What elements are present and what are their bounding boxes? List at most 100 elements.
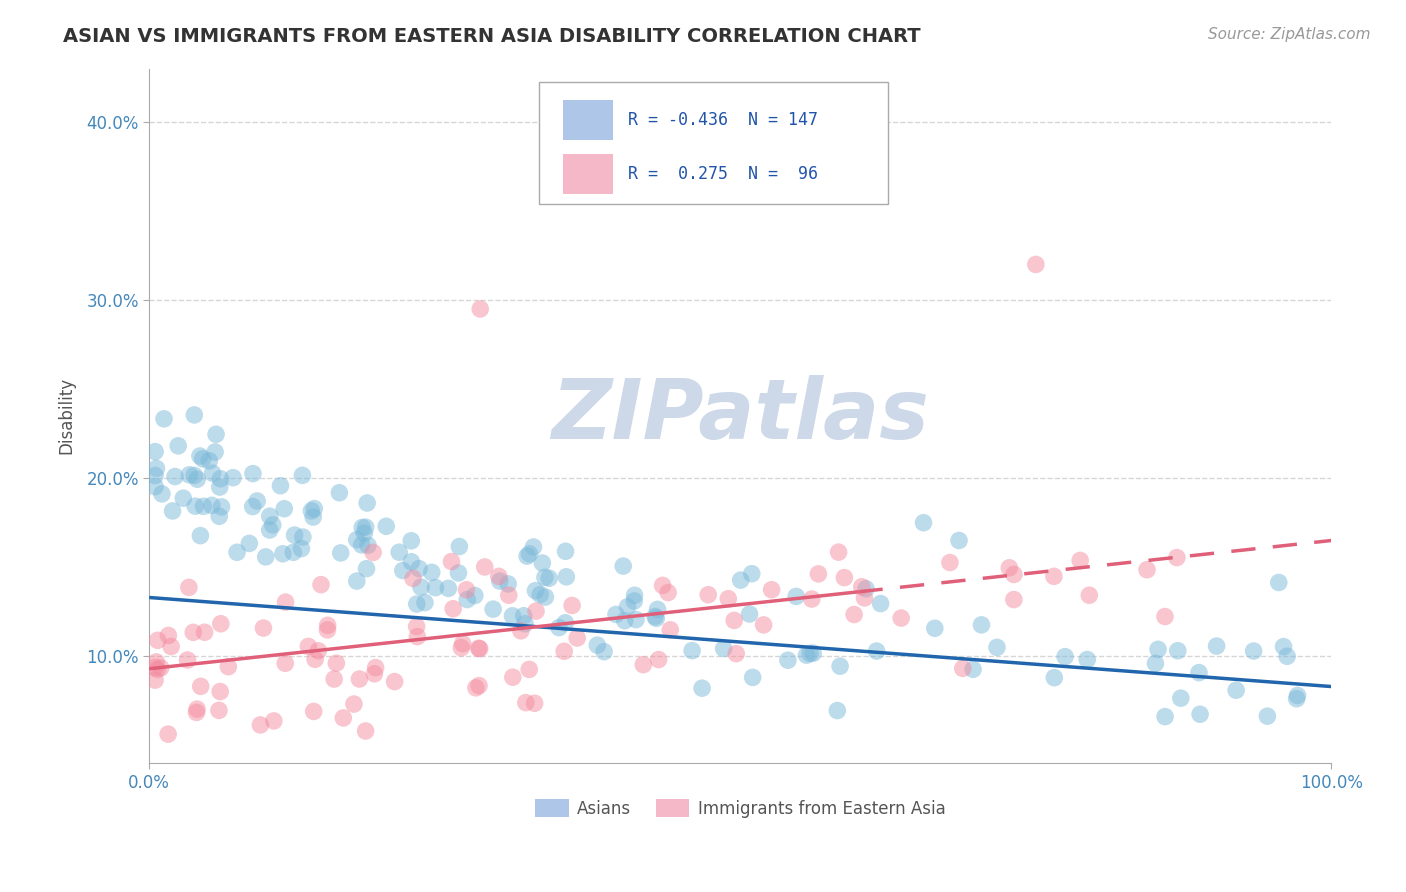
Point (517, 662, 540, 676)
Point (302, 705, 325, 719)
Point (613, 614, 636, 628)
Point (1054, 649, 1077, 664)
Point (690, 681, 713, 696)
Point (150, 487, 173, 501)
Point (309, 577, 332, 591)
Point (1147, 642, 1170, 657)
Point (208, 703, 231, 717)
Point (651, 578, 673, 592)
Point (1170, 691, 1192, 706)
Point (143, 480, 166, 494)
Point (502, 670, 524, 684)
Point (201, 499, 224, 513)
Point (274, 595, 297, 609)
Point (291, 468, 314, 483)
Point (249, 718, 271, 732)
Point (1268, 575, 1291, 590)
Point (299, 504, 322, 518)
Point (259, 509, 281, 524)
Point (302, 510, 325, 524)
Point (209, 472, 232, 486)
Point (143, 468, 166, 483)
Point (183, 408, 205, 422)
Point (242, 500, 264, 514)
Point (217, 659, 239, 673)
Point (1043, 671, 1066, 685)
Point (605, 607, 627, 622)
Point (450, 640, 472, 655)
FancyBboxPatch shape (562, 154, 613, 194)
Point (1043, 569, 1066, 583)
Point (449, 540, 471, 554)
Point (1256, 709, 1278, 723)
Point (1069, 553, 1091, 567)
Point (1225, 683, 1247, 698)
Point (405, 597, 427, 611)
Point (851, 580, 873, 594)
Point (647, 652, 669, 666)
Point (346, 574, 368, 588)
Point (304, 652, 326, 666)
Point (468, 641, 491, 656)
Point (349, 672, 371, 686)
Point (644, 609, 666, 624)
Point (447, 566, 470, 580)
Point (297, 640, 319, 654)
Point (357, 538, 380, 552)
Point (425, 581, 447, 595)
Point (149, 661, 172, 675)
Point (939, 556, 962, 570)
Point (828, 659, 851, 673)
Point (647, 602, 669, 616)
Point (924, 621, 946, 635)
Point (153, 412, 176, 426)
Point (177, 581, 200, 595)
Point (209, 684, 232, 698)
Point (356, 561, 378, 575)
Point (513, 608, 536, 623)
Point (328, 485, 350, 500)
Point (211, 500, 233, 514)
Point (553, 644, 575, 658)
Point (329, 546, 352, 560)
Point (801, 646, 824, 660)
Point (1188, 665, 1211, 680)
Point (441, 601, 464, 615)
Point (354, 520, 377, 534)
Point (190, 679, 212, 693)
Point (146, 633, 169, 648)
Point (184, 499, 207, 513)
Point (181, 625, 204, 640)
Point (1144, 657, 1167, 671)
Point (538, 571, 561, 585)
Point (741, 566, 763, 581)
Point (464, 589, 486, 603)
Point (865, 644, 887, 658)
Point (262, 517, 284, 532)
Point (364, 660, 387, 674)
Point (350, 538, 373, 552)
Point (291, 530, 314, 544)
Point (741, 670, 763, 684)
Point (523, 696, 546, 710)
Point (623, 588, 645, 602)
Point (468, 641, 491, 656)
Point (354, 723, 377, 738)
Point (413, 596, 436, 610)
Point (890, 611, 912, 625)
Point (325, 656, 347, 670)
Point (188, 449, 211, 463)
Point (1136, 563, 1159, 577)
Point (254, 549, 277, 564)
Point (316, 618, 339, 632)
Point (190, 528, 212, 542)
Point (723, 614, 745, 628)
Point (730, 573, 752, 587)
Point (464, 681, 486, 695)
Text: ASIAN VS IMMIGRANTS FROM EASTERN ASIA DISABILITY CORRELATION CHART: ASIAN VS IMMIGRANTS FROM EASTERN ASIA DI… (63, 27, 921, 45)
Point (855, 582, 877, 596)
Point (834, 571, 856, 585)
Point (1285, 691, 1308, 706)
Text: R =  0.275  N =  96: R = 0.275 N = 96 (628, 165, 818, 183)
Point (186, 472, 208, 486)
